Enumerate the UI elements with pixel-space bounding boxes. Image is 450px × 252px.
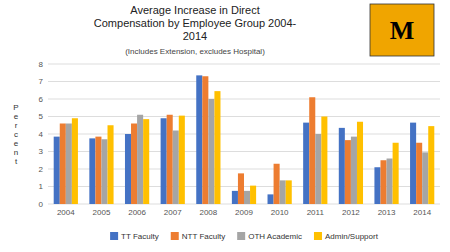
x-tick-label: 2007 [164,208,182,217]
bar [339,128,345,204]
bar [179,116,185,204]
bars [54,75,435,204]
bar [89,138,95,204]
bar [374,167,380,204]
x-tick-label: 2009 [235,208,253,217]
y-tick-label: 2 [39,165,44,174]
bar [232,191,238,204]
bar [60,124,66,205]
bar [131,124,137,205]
y-tick-label: 6 [39,95,44,104]
grid-line [48,99,440,100]
bar [161,118,167,204]
y-tick-label: 0 [39,200,44,209]
x-tick-label: 2005 [93,208,111,217]
legend-label: TT Faculty [121,232,159,241]
bar [357,122,363,204]
bar [250,186,256,204]
bar [315,134,321,204]
logo: M [370,4,434,56]
bar [72,118,78,204]
x-tick-label: 2006 [128,208,146,217]
bar [345,140,351,204]
legend-item: OTH Academic [237,232,302,241]
y-tick-label: 5 [39,112,44,121]
bar [208,99,214,204]
bar [95,137,101,204]
bar [309,97,315,204]
legend-item: NTT Faculty [171,232,225,241]
bar [268,194,274,204]
y-tick-label: 3 [39,147,44,156]
y-tick-label: 7 [39,77,44,86]
grid-line [48,81,440,82]
legend-label: NTT Faculty [182,232,225,241]
bar [125,134,131,204]
legend-item: Admin/Support [314,232,379,241]
subtitle: (Includes Extension, excludes Hospital) [125,47,265,56]
bar [280,180,286,204]
y-tick-label: 1 [39,182,44,191]
bar [303,123,309,204]
bar [321,117,327,205]
x-tick-label: 2011 [307,208,325,217]
bar [351,137,357,204]
title: Compensation by Employee Group 2004- [94,17,297,29]
bar [143,119,149,204]
legend-swatch [237,232,245,240]
y-axis-label-line: e [14,112,19,121]
bar [416,143,422,204]
x-tick-label: 2014 [413,208,431,217]
grid-line [48,134,440,135]
y-axis-label: Percent [13,103,18,166]
grid-line [48,64,440,65]
y-axis-label-line: c [14,130,18,139]
legend-swatch [314,232,322,240]
bar [274,164,280,204]
y-axis-label-line: n [14,148,18,157]
grid-line [48,116,440,117]
bar [214,91,220,204]
x-tick-label: 2012 [342,208,360,217]
y-axis-label-line: P [13,103,18,112]
legend-swatch [171,232,179,240]
y-tick-label: 4 [39,130,44,139]
legend-item: TT Faculty [110,232,159,241]
y-axis-label-line: t [15,157,18,166]
chart: Average Increase in DirectCompensation b… [0,0,450,252]
bar [66,124,72,205]
title: Average Increase in Direct [130,4,259,16]
legend-label: Admin/Support [325,232,379,241]
y-axis-label-line: e [14,139,19,148]
bar [422,152,428,204]
y-tick-label: 8 [39,60,44,69]
bar [238,173,244,204]
bar [101,139,107,204]
bar [167,115,173,204]
bar [202,76,208,204]
bar [196,75,202,204]
bar [244,191,250,204]
bar [137,115,143,204]
x-tick-label: 2004 [57,208,75,217]
legend-swatch [110,232,118,240]
x-tick-label: 2008 [199,208,217,217]
legend: TT Faculty NTT Faculty OTH Academic Admin/S… [110,232,379,241]
logo-box [370,4,434,56]
title: 2014 [183,30,207,42]
annotation: M [390,16,415,45]
x-tick-label: 2013 [378,208,396,217]
bar [410,123,416,204]
bar [393,143,399,204]
x-tick-label: 2010 [271,208,289,217]
y-axis-label-line: r [15,121,18,130]
bar [380,160,386,204]
bar [428,126,434,204]
bar [387,159,393,205]
bar [54,137,60,204]
bar [108,125,114,204]
legend-label: OTH Academic [248,232,302,241]
bar [286,180,292,204]
bar [173,131,179,205]
